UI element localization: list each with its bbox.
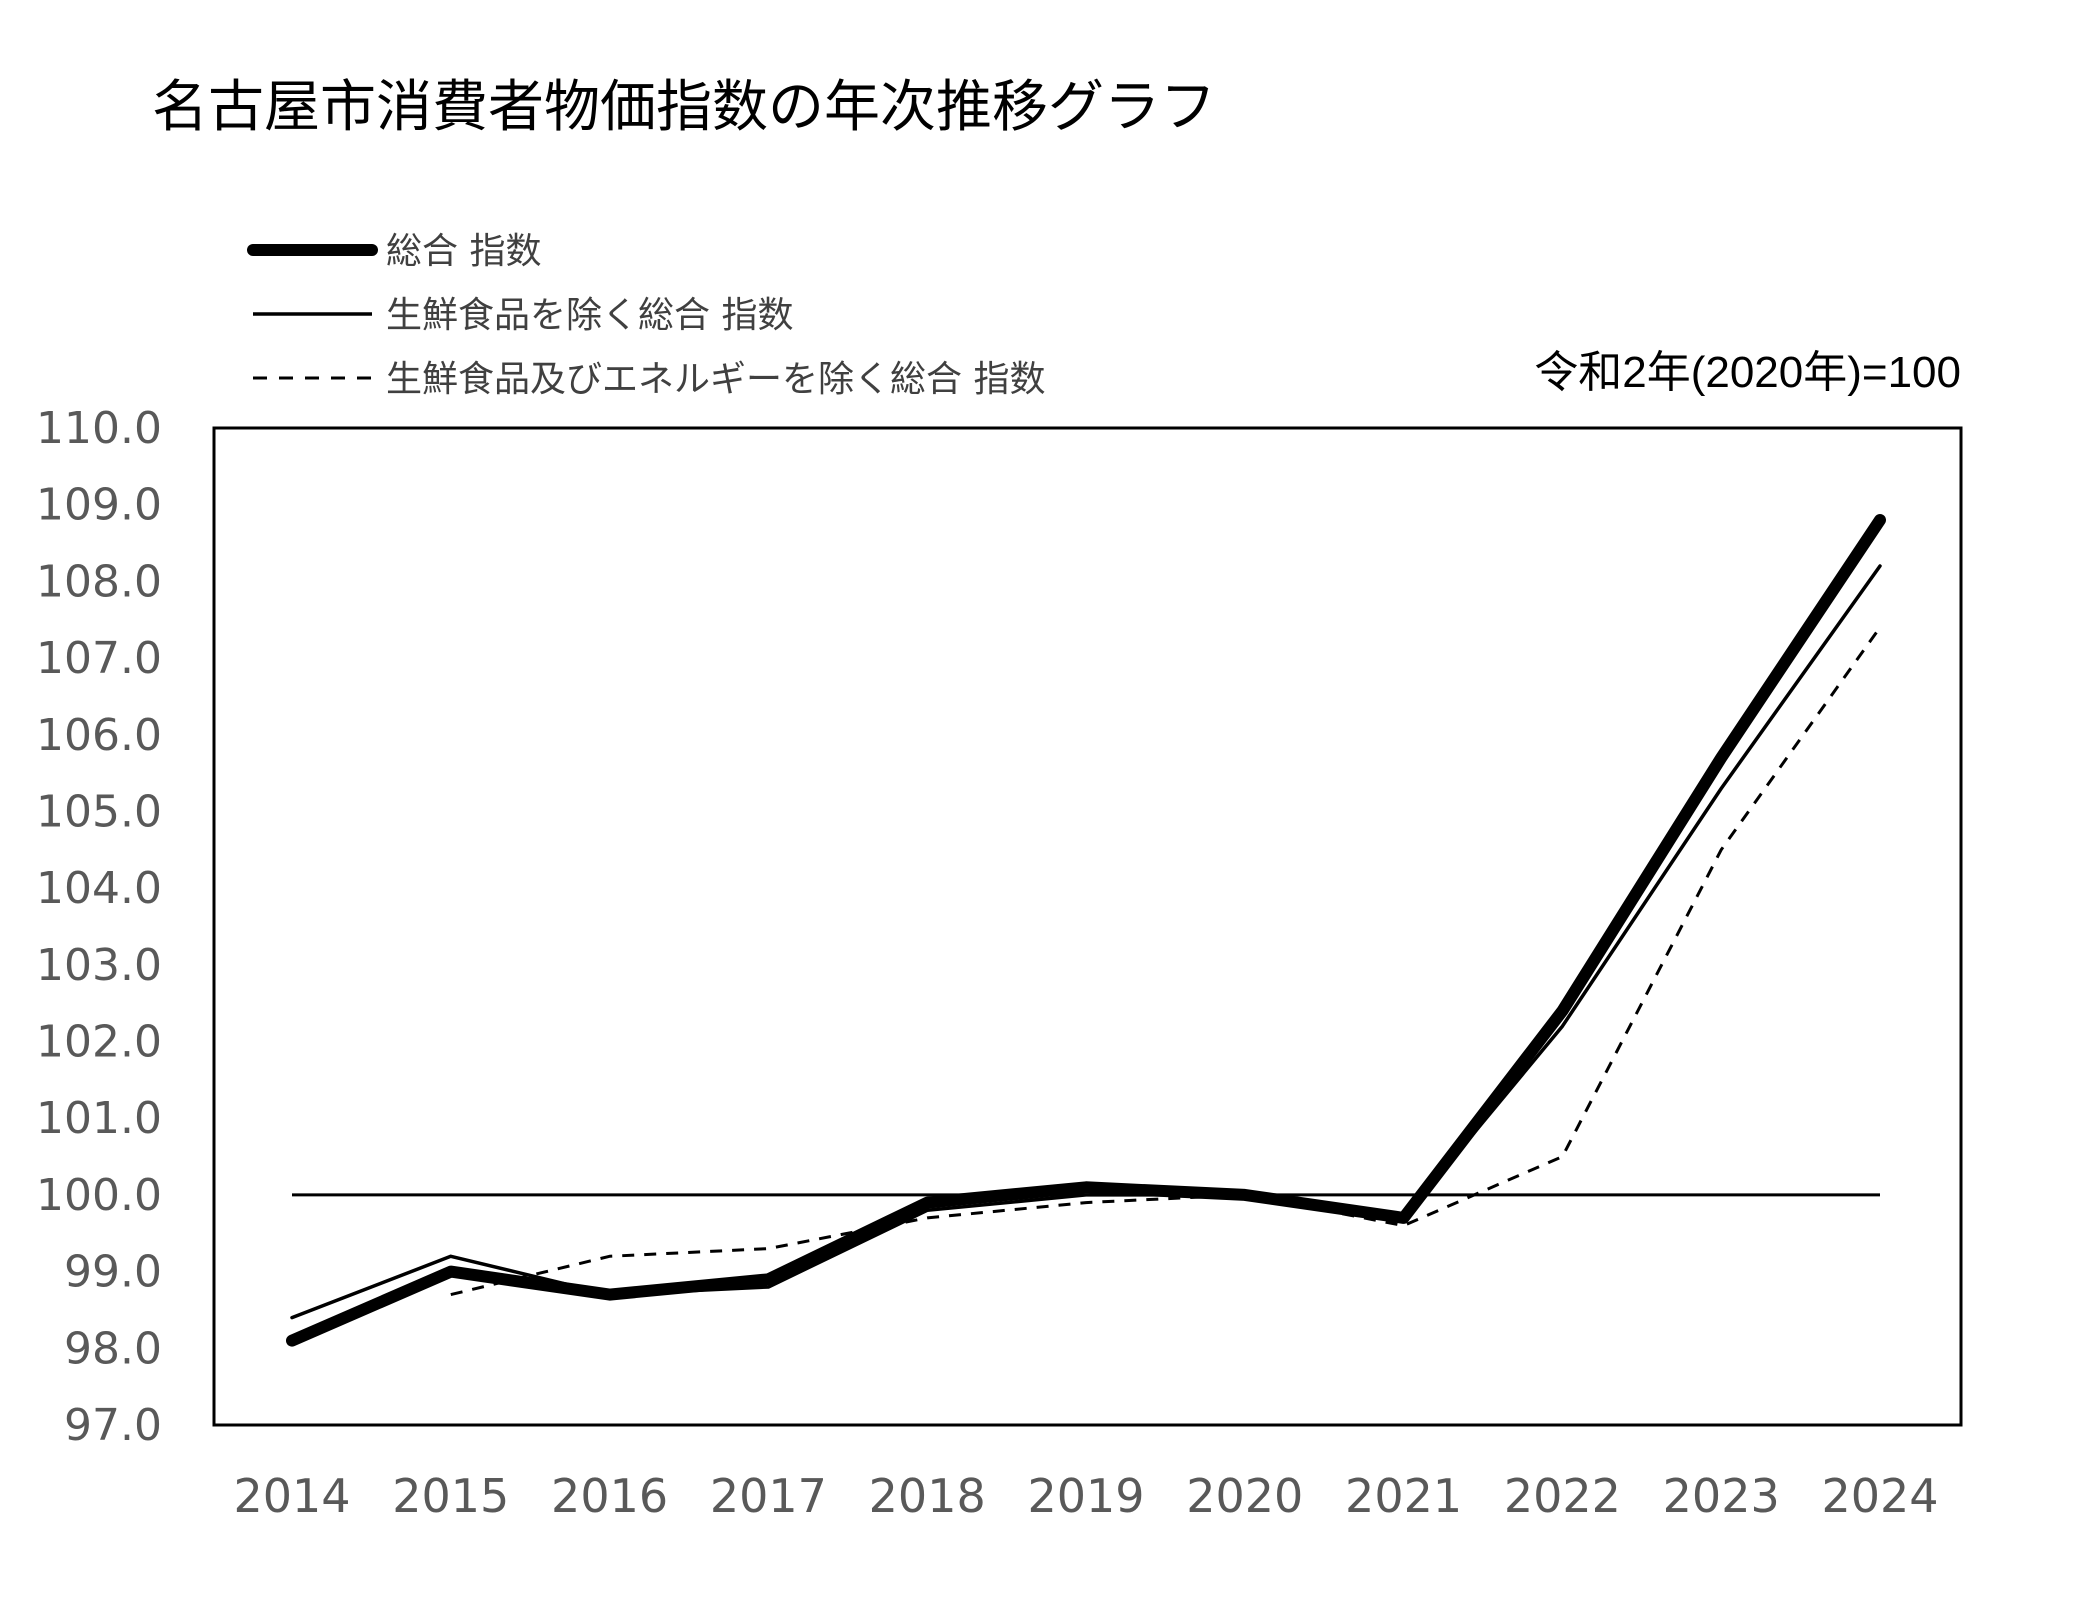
y-tick-label: 107.0 xyxy=(36,633,162,684)
y-tick-label: 108.0 xyxy=(36,556,162,607)
y-axis: 110.0 109.0 108.0 107.0 106.0 105.0 104.0 103.0… xyxy=(36,403,162,1451)
series-line-2 xyxy=(290,564,1882,1320)
x-tick-label: 2019 xyxy=(1027,1469,1144,1523)
y-tick-label: 102.0 xyxy=(36,1017,162,1068)
x-tick-label: 2020 xyxy=(1186,1469,1303,1523)
y-tick-label: 101.0 xyxy=(36,1093,162,1144)
y-tick-label: 110.0 xyxy=(36,403,162,454)
x-tick-label: 2017 xyxy=(710,1469,827,1523)
legend-label: 生鮮食品及びエネルギーを除く総合 指数 xyxy=(386,359,1045,400)
y-tick-label: 104.0 xyxy=(36,863,162,914)
x-tick-label: 2022 xyxy=(1504,1469,1621,1523)
x-tick-label: 2021 xyxy=(1345,1469,1462,1523)
y-tick-label: 97.0 xyxy=(64,1400,162,1451)
series-line-3 xyxy=(450,626,1882,1297)
legend-label: 生鮮食品を除く総合 指数 xyxy=(386,295,793,336)
chart-title: 名古屋市消費者物価指数の年次推移グラフ xyxy=(152,75,1216,140)
y-tick-label: 109.0 xyxy=(36,480,162,531)
x-tick-label: 2018 xyxy=(869,1469,986,1523)
series-line-1 xyxy=(286,514,1886,1347)
x-tick-label: 2024 xyxy=(1821,1469,1938,1523)
x-tick-label: 2014 xyxy=(233,1469,350,1523)
series-group xyxy=(286,514,1886,1347)
y-tick-label: 98.0 xyxy=(64,1323,162,1374)
legend-label: 総合 指数 xyxy=(386,231,541,272)
x-axis: 2014 2015 2016 2017 2018 2019 2020 2021 2022 2023… xyxy=(233,1469,1938,1523)
base-year-note: 令和2年(2020年)=100 xyxy=(1534,348,1961,397)
plot-area xyxy=(212,426,1963,1427)
y-tick-label: 99.0 xyxy=(64,1247,162,1298)
y-tick-label: 103.0 xyxy=(36,940,162,991)
x-tick-label: 2015 xyxy=(392,1469,509,1523)
y-tick-label: 106.0 xyxy=(36,710,162,761)
y-tick-label: 105.0 xyxy=(36,786,162,837)
y-tick-label: 100.0 xyxy=(36,1170,162,1221)
x-tick-label: 2023 xyxy=(1663,1469,1780,1523)
x-tick-label: 2016 xyxy=(551,1469,668,1523)
